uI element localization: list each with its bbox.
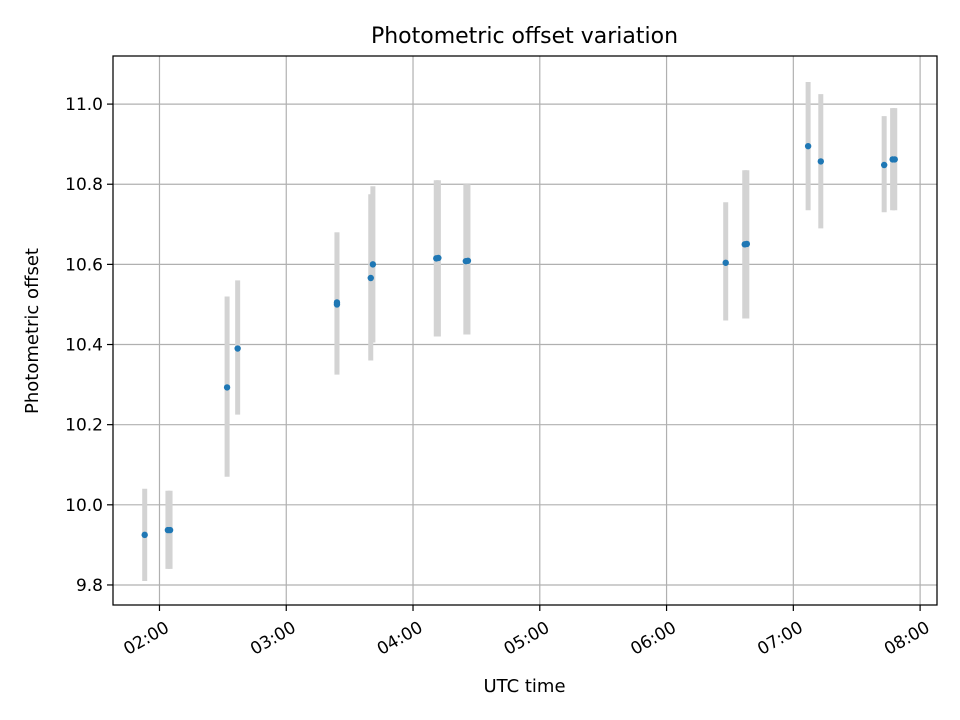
data-point	[464, 257, 472, 264]
y-axis-ticks: 9.8 10.0 10.2 10.4 10.6 10.8 11.0	[65, 95, 113, 596]
data-point	[743, 240, 751, 248]
data-point	[333, 299, 341, 306]
data-point	[369, 261, 377, 268]
data-point	[223, 384, 231, 391]
data-point	[817, 158, 824, 165]
y-tick-label: 11.0	[65, 95, 103, 115]
data-point	[367, 274, 374, 282]
data-point	[166, 526, 174, 534]
y-tick-label: 10.6	[65, 255, 103, 275]
data-point	[435, 254, 442, 262]
chart-title: Photometric offset variation	[371, 24, 678, 49]
grid-lines	[113, 56, 937, 605]
data-point	[141, 531, 148, 539]
data-point	[891, 156, 898, 163]
y-tick-label: 10.8	[65, 175, 103, 195]
y-tick-label: 9.8	[76, 576, 103, 596]
y-tick-label: 10.4	[65, 336, 103, 356]
data-points	[141, 142, 898, 539]
x-axis-label: UTC time	[483, 676, 565, 697]
data-point	[804, 142, 812, 150]
y-tick-label: 10.2	[65, 416, 103, 436]
y-tick-label: 10.0	[65, 496, 103, 516]
data-point	[722, 259, 729, 266]
data-point	[880, 161, 888, 169]
plot-frame	[112, 55, 938, 606]
y-axis-label: Photometric offset	[22, 248, 43, 414]
data-point	[234, 345, 241, 352]
